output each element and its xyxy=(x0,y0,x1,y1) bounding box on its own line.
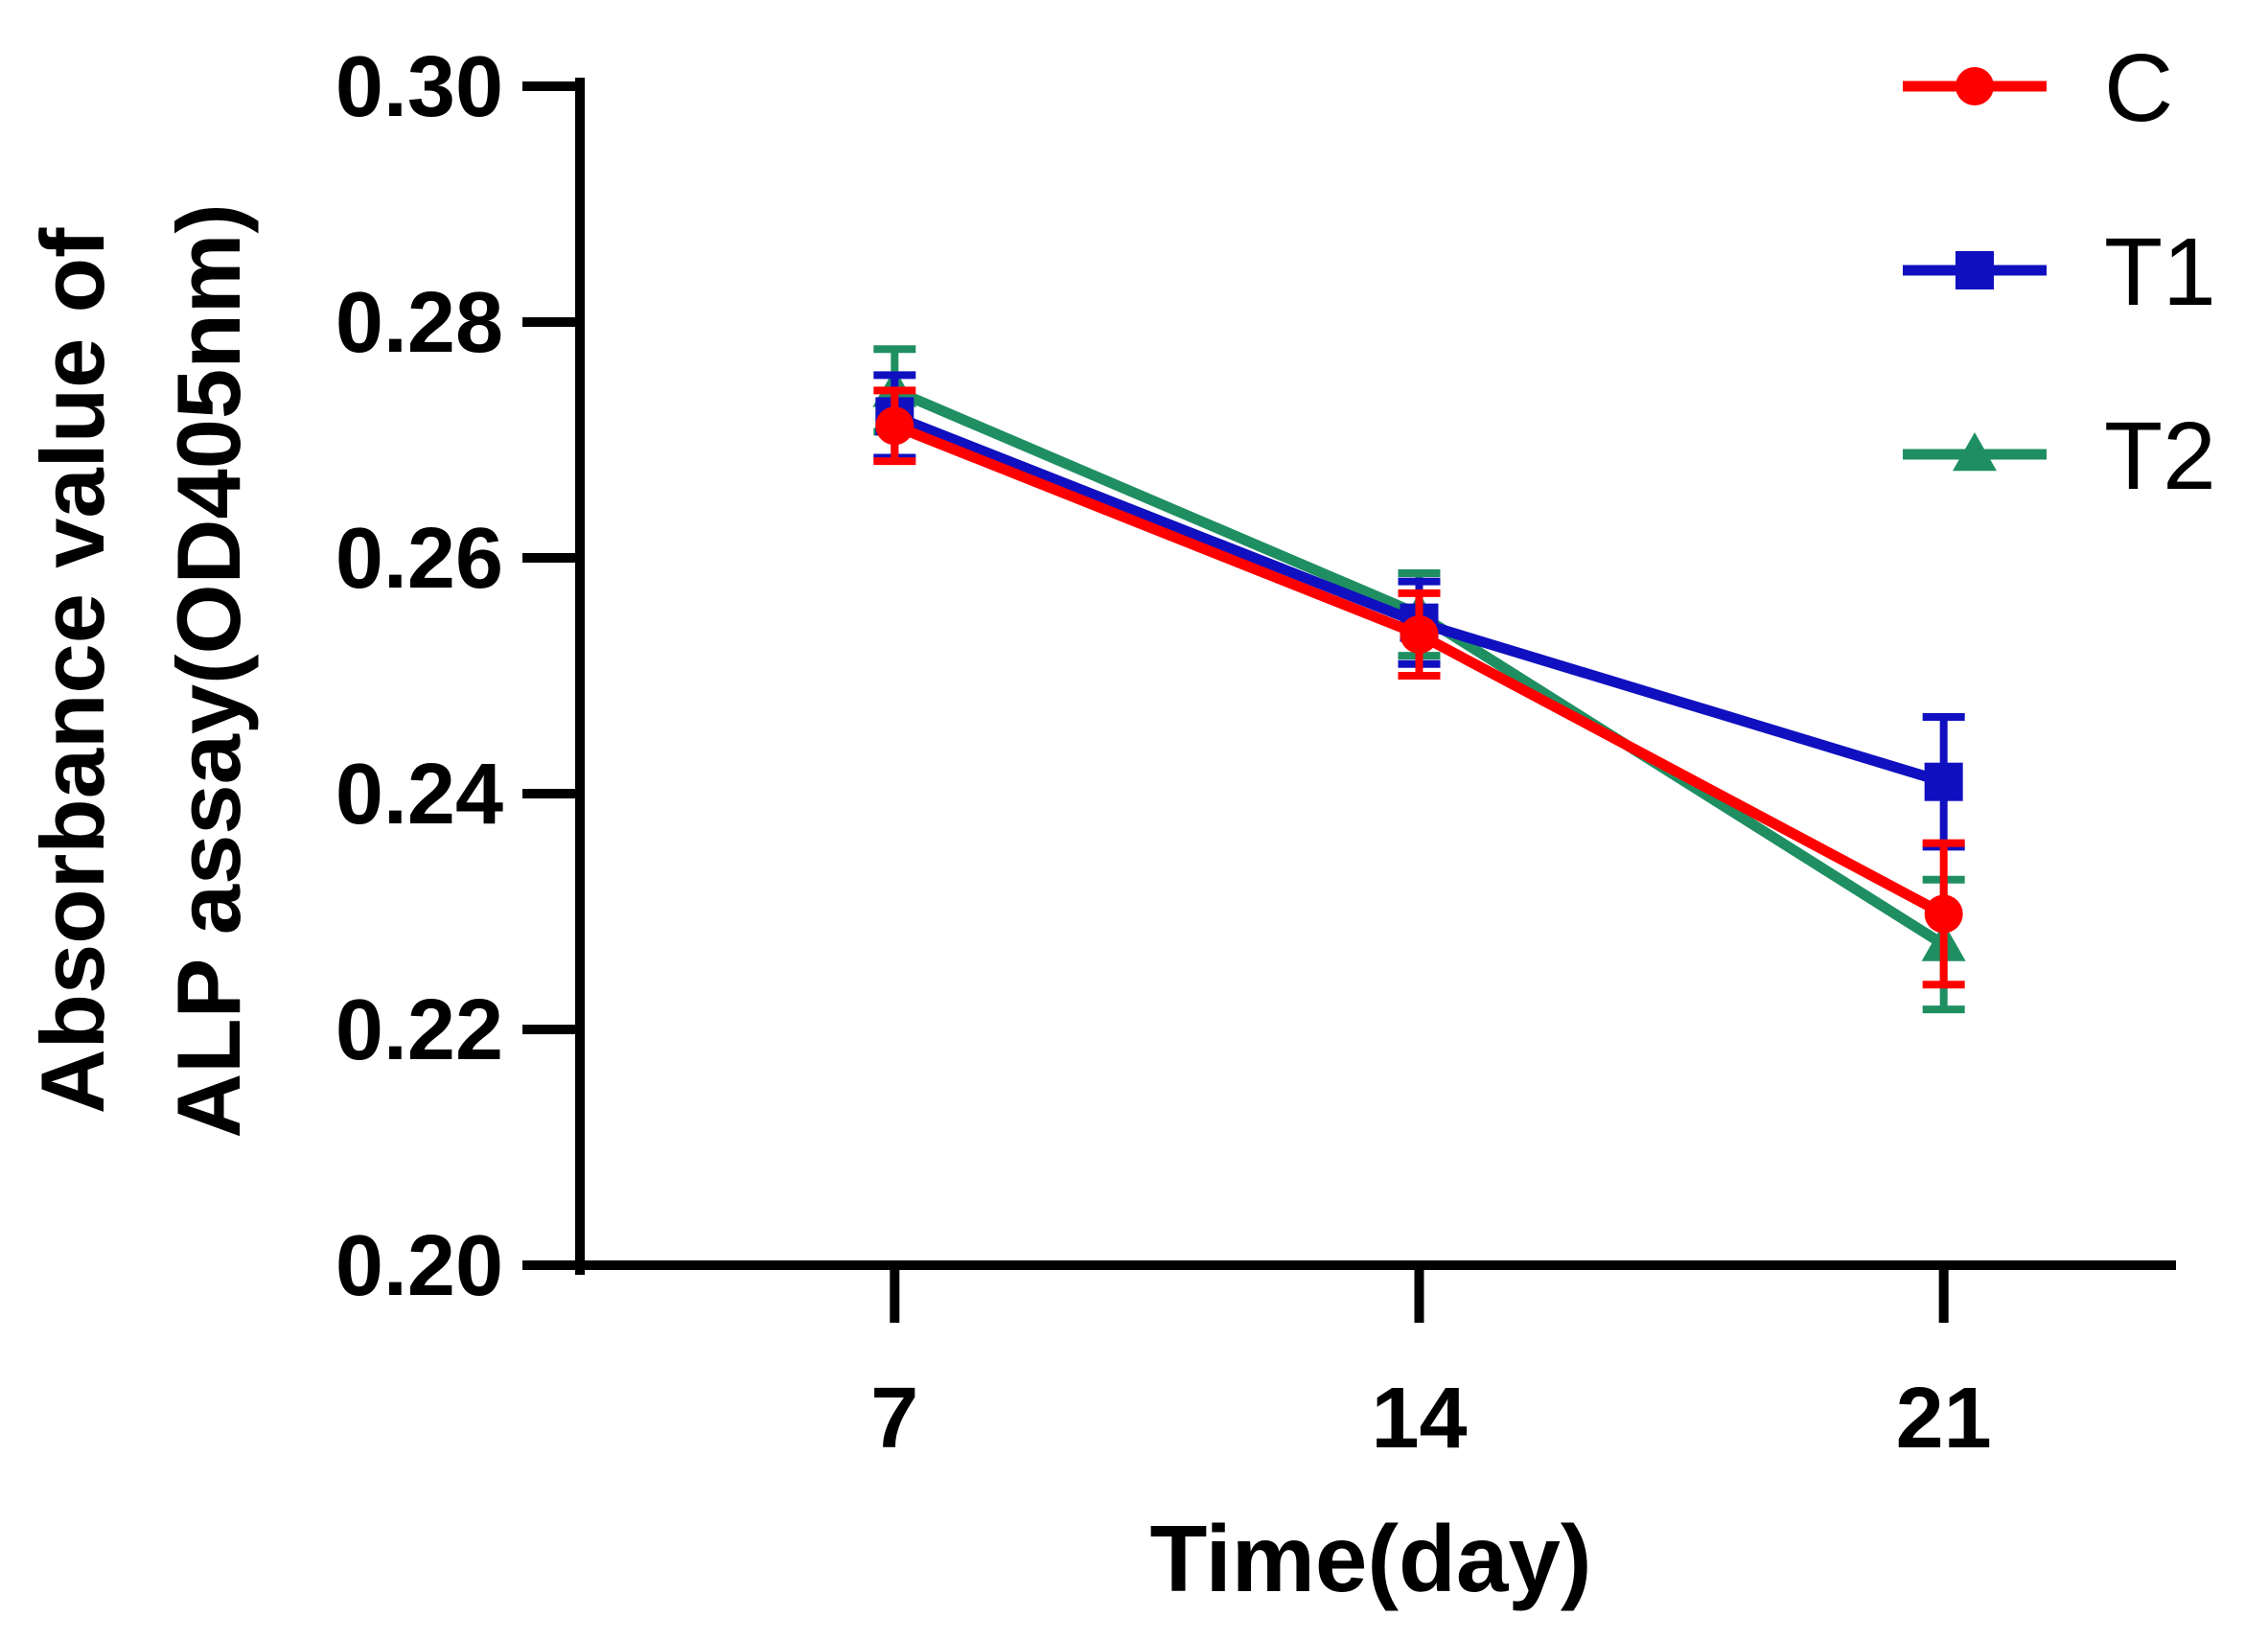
legend-marker-c xyxy=(1956,67,1994,105)
y-tick-label: 0.22 xyxy=(336,982,503,1078)
axes: 0.20 0.22 0.24 0.26 0.28 0.30 7 14 21 xyxy=(336,39,2176,1467)
legend-item-t2: T2 xyxy=(1903,403,2216,510)
x-axis-title: Time(day) xyxy=(1149,1506,1591,1611)
x-tick-label: 21 xyxy=(1896,1371,1992,1467)
y-axis-title-line-2: ALP assay(OD405nm) xyxy=(158,203,259,1138)
data-point-t1 xyxy=(1924,762,1963,801)
x-tick-label: 7 xyxy=(870,1371,918,1467)
legend-marker-t1 xyxy=(1956,251,1994,289)
y-tick-label: 0.20 xyxy=(336,1218,503,1314)
series-layer xyxy=(872,345,1966,1014)
x-tick-label: 14 xyxy=(1371,1371,1467,1467)
legend-label-t2: T2 xyxy=(2104,403,2216,510)
legend-marker-t2 xyxy=(1953,432,1997,472)
data-point-c xyxy=(1924,894,1963,934)
legend-label-c: C xyxy=(2104,35,2173,142)
y-tick-label: 0.26 xyxy=(336,511,503,607)
y-axis-title-line-1: Absorbance value of xyxy=(22,227,123,1114)
legend: C T1 T2 xyxy=(1903,35,2216,510)
data-point-c xyxy=(875,406,914,446)
y-tick-label: 0.28 xyxy=(336,275,503,371)
series-c xyxy=(873,386,1965,989)
legend-item-t1: T1 xyxy=(1903,219,2216,326)
legend-item-c: C xyxy=(1903,35,2173,142)
y-tick-label: 0.24 xyxy=(336,747,503,843)
data-point-c xyxy=(1400,614,1439,654)
legend-label-t1: T1 xyxy=(2104,219,2216,326)
y-tick-label: 0.30 xyxy=(336,39,503,135)
